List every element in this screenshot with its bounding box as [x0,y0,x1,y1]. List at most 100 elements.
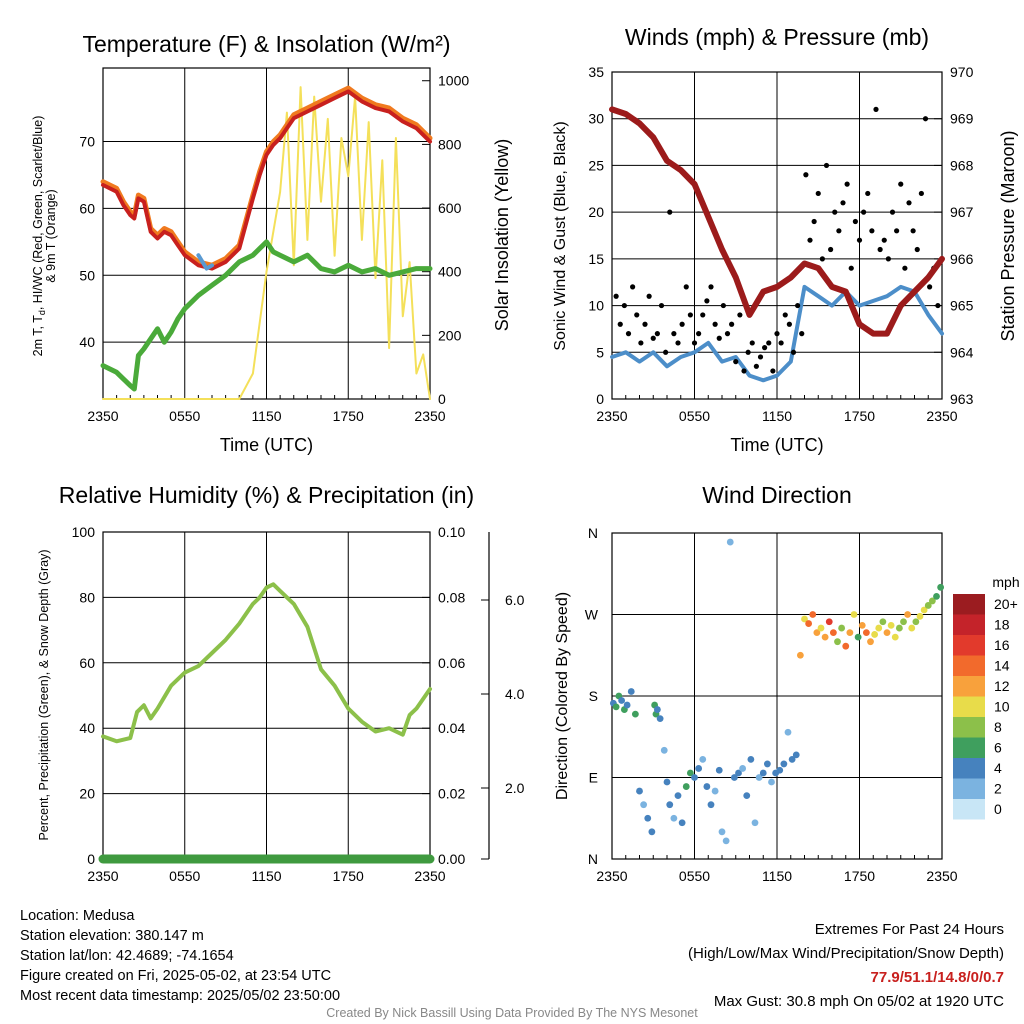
direction-point [924,602,932,609]
gust-point [815,190,821,197]
y2-tick-label: 600 [438,200,462,216]
direction-point [735,769,742,777]
gust-point [898,181,904,187]
direction-point [763,760,771,768]
direction-point [751,819,759,827]
direction-point [891,633,899,641]
gust-point [654,331,660,337]
gust-point [902,265,908,271]
colorbar-label: 12 [994,678,1010,694]
gust-point [724,331,731,337]
y2-tick-label: 800 [438,136,462,152]
gust-point [667,209,673,215]
colorbar-label: 4 [994,760,1002,776]
elevation-text: Station elevation: 380.147 m [20,928,204,944]
gust-point [745,349,751,355]
direction-point [792,751,800,759]
direction-point [780,760,788,768]
direction-point [904,611,912,618]
gust-point [918,190,924,197]
gust-point [630,284,636,290]
colorbar-label: 6 [994,740,1002,756]
y-tick-label: 40 [79,334,95,350]
x-tick-label: 2350 [596,408,627,424]
y-tick-label: 80 [79,589,95,605]
colorbar-swatch [953,635,985,656]
direction-point [912,618,920,626]
y-tick-label: 20 [79,786,95,802]
latlon-text: Station lat/lon: 42.4689; -74.1654 [20,948,234,964]
direction-point [663,778,671,786]
direction-point [711,787,719,795]
y2-tick-label: 965 [950,298,974,314]
2m-temp-line [101,89,432,271]
y-tick-label: 25 [588,157,604,173]
direction-point [900,618,907,626]
gust-point [741,368,747,374]
colorbar-swatch [953,676,985,697]
gust-point [675,340,681,346]
direction-point [644,814,652,822]
y2-tick-label: 0.10 [438,524,465,540]
gust-point [823,162,830,169]
direction-point [805,620,813,627]
winds-panel: 2350 0550 1150 1750 2350 Winds (mph) & Pressu… [552,24,1018,455]
gust-point [914,246,920,253]
gust-point [658,302,665,309]
gust-point [753,363,759,369]
direction-point [739,765,747,772]
colorbar-swatch [953,717,985,738]
direction-point [691,774,698,781]
y2-tick-label: 200 [438,327,462,343]
colorbar-label: 2 [994,781,1002,797]
direction-point [916,612,924,620]
gust-point [856,237,863,243]
gust-point [634,312,640,318]
direction-point [850,611,858,618]
direction-point [618,697,626,704]
gust-point [881,237,887,243]
station-info: Location: Medusa Station elevation: 380.… [20,906,340,1006]
gust-point [646,293,652,299]
y3-tick-label: 2.0 [505,780,525,796]
gust-point [799,331,805,337]
direction-point [875,624,883,632]
direction-point [722,837,730,845]
extremes-subtitle: (High/Low/Max Wind/Precipitation/Snow De… [688,945,1004,962]
x-tick-label: 0550 [679,408,710,424]
colorbar-swatch [953,614,985,635]
y-axis-label: Direction (Colored By Speed) [554,592,571,800]
direction-point [670,814,678,822]
gust-point [828,246,834,253]
y-tick-label: 5 [596,344,604,360]
insolation-line [102,86,431,400]
y-tick-label: 40 [79,720,95,736]
gust-point [782,312,788,318]
gust-point [885,256,891,262]
gust-point [683,284,689,290]
x-tick-label: 0550 [679,868,710,884]
y2-tick-label: 964 [950,344,974,360]
gust-point [757,354,764,360]
y-tick-label: 10 [588,298,604,314]
gust-point [766,340,772,346]
y-tick-label: 20 [588,204,604,220]
direction-point [796,651,804,659]
gust-point [790,349,797,355]
colorbar-label: 14 [994,658,1010,674]
direction-point [834,638,841,646]
y2-tick-label: 0.08 [438,589,465,605]
direction-point [908,624,916,632]
x-tick-label: 2350 [926,868,957,884]
humidity-panel: 2350 0550 1150 1750 2350 Relative Humidity (%… [37,482,525,884]
recent-text: Most recent data timestamp: 2025/05/02 2… [20,988,341,1004]
gust-point [642,321,648,327]
x-tick-label: 2350 [926,408,957,424]
x-tick-label: 1750 [333,868,364,884]
x-tick-label: 1150 [762,868,792,884]
direction-point [612,703,620,711]
max-gust-text: Max Gust: 30.8 mph On 05/02 at 1920 UTC [713,993,1004,1010]
direction-point [653,706,661,713]
y2-tick-label: 0.02 [438,786,465,802]
